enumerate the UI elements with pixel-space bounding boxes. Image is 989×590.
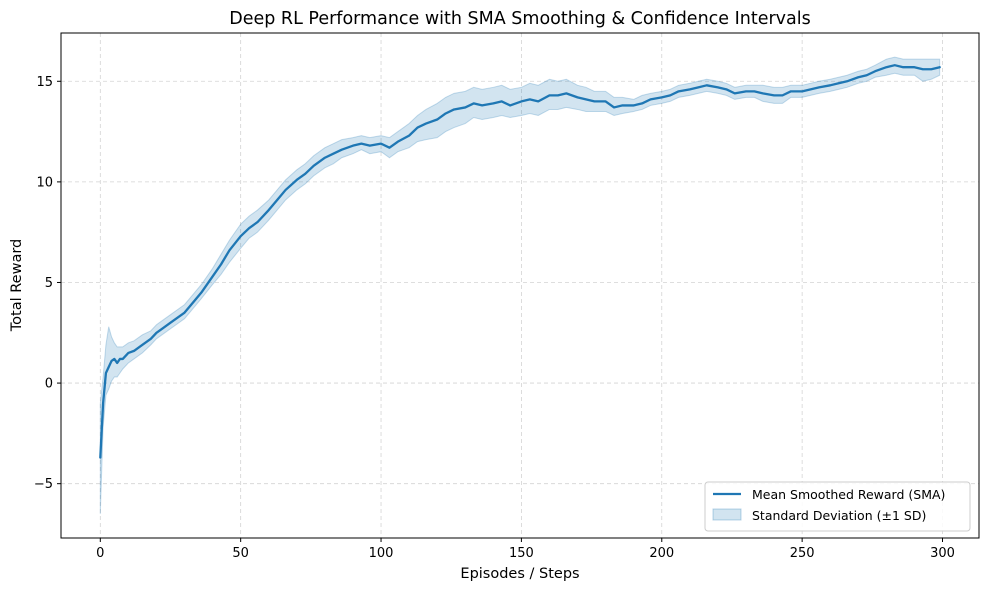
y-tick-label: 0 xyxy=(45,377,53,392)
x-tick-label: 0 xyxy=(96,546,104,561)
sma-line xyxy=(99,64,941,459)
legend-box xyxy=(704,481,971,532)
x-tick-label: 100 xyxy=(369,546,394,561)
y-axis-ticks: −5 0 5 10 15 xyxy=(34,75,61,492)
y-tick-label: −5 xyxy=(34,477,53,492)
legend-label-sd: Standard Deviation (±1 SD) xyxy=(752,508,926,523)
y-tick-label: 5 xyxy=(45,276,53,291)
legend: Mean Smoothed Reward (SMA) Standard Devi… xyxy=(704,481,971,532)
legend-band-swatch xyxy=(712,508,742,521)
x-tick-label: 300 xyxy=(930,546,955,561)
x-tick-label: 50 xyxy=(232,546,249,561)
x-tick-label: 250 xyxy=(790,546,815,561)
legend-label-sma: Mean Smoothed Reward (SMA) xyxy=(752,487,945,502)
plot-frame xyxy=(60,32,980,539)
grid xyxy=(61,33,979,538)
chart-title: Deep RL Performance with SMA Smoothing &… xyxy=(229,9,811,29)
y-tick-label: 10 xyxy=(36,175,53,190)
x-tick-label: 150 xyxy=(509,546,534,561)
y-tick-label: 15 xyxy=(36,75,53,90)
std-band xyxy=(99,56,941,514)
y-axis-title: Total Reward xyxy=(9,239,25,332)
x-tick-label: 200 xyxy=(649,546,674,561)
sma-line-path xyxy=(99,64,941,459)
x-axis-ticks: 0 50 100 150 200 250 300 xyxy=(96,538,955,561)
std-band-area xyxy=(99,56,941,514)
x-axis-title: Episodes / Steps xyxy=(460,566,579,582)
